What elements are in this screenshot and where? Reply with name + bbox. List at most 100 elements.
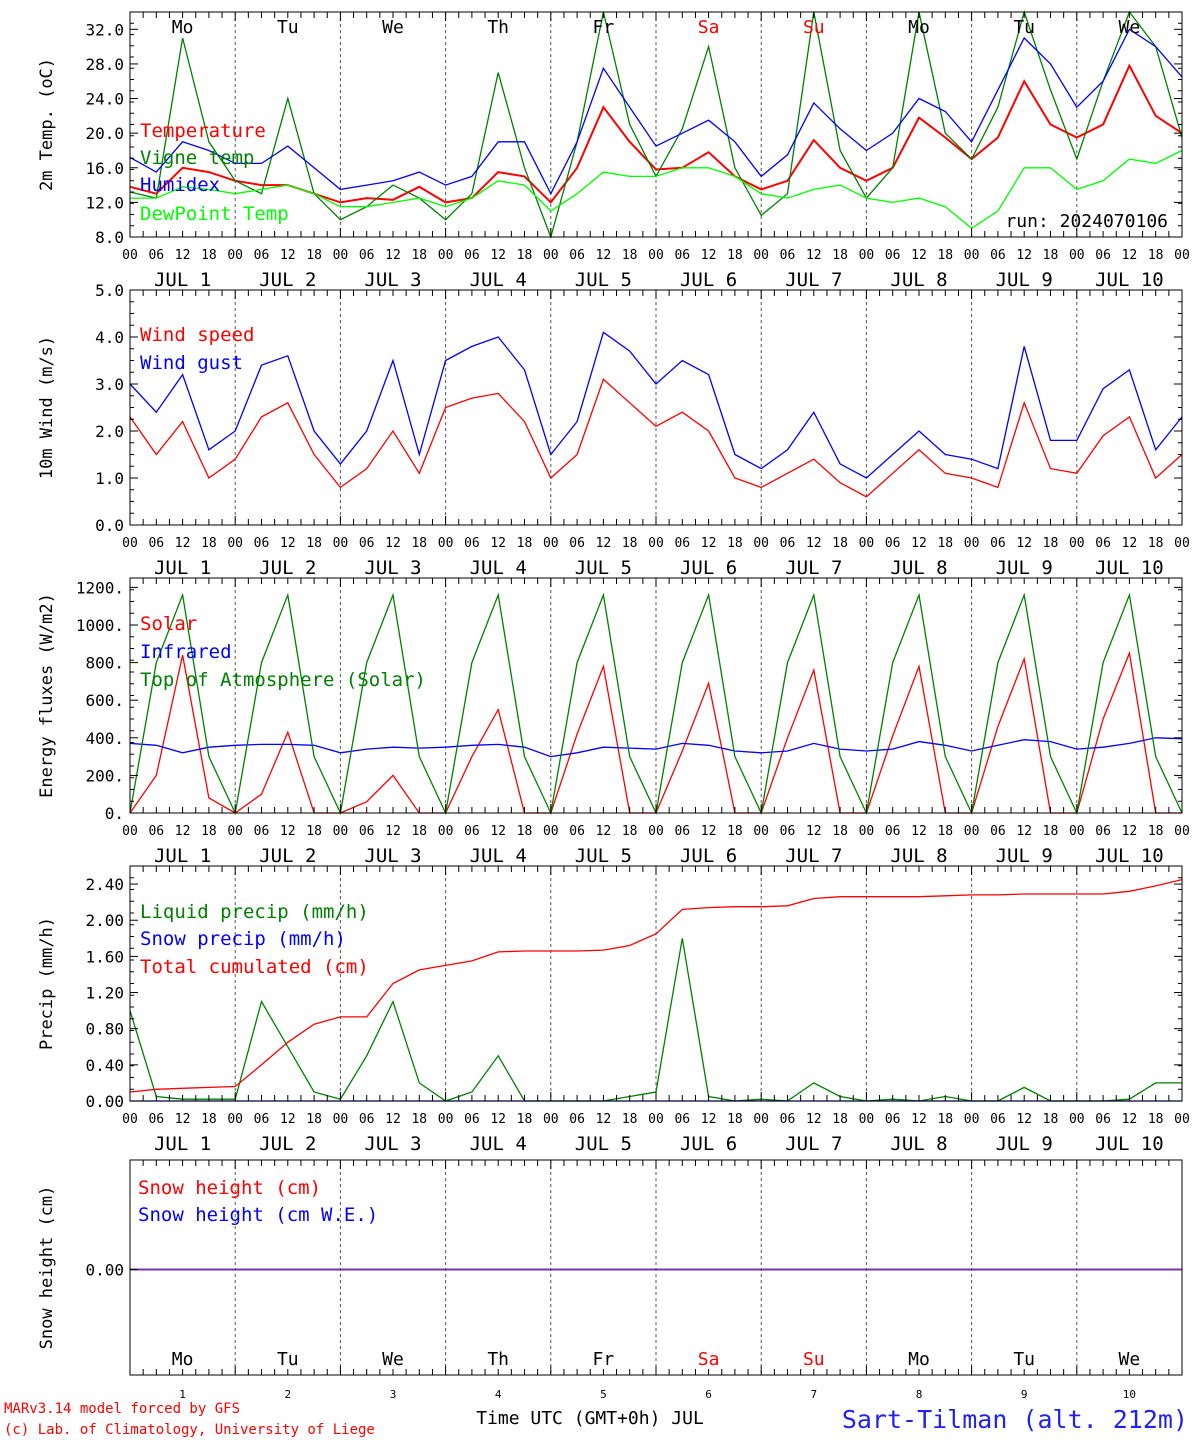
hour-tick-label: 18 [411,248,427,263]
date-label: JUL 1 [154,557,211,579]
hour-tick-label: 12 [1016,536,1032,551]
legend-entry: Snow height (cm W.E.) [138,1204,378,1226]
hour-tick-label: 12 [596,536,612,551]
hour-tick-label: 00 [333,248,349,263]
hour-tick-label: 06 [254,248,270,263]
day-number: 6 [705,1388,712,1401]
hour-tick-label: 18 [306,824,322,839]
weekday-label: Tu [1013,17,1035,38]
weekday-label: Su [803,17,825,38]
hour-tick-label: 18 [622,248,638,263]
hour-tick-label: 18 [306,1112,322,1127]
day-number: 1 [179,1388,186,1401]
hour-tick-label: 00 [543,1112,559,1127]
hour-tick-label: 06 [569,248,585,263]
day-number: 2 [284,1388,291,1401]
hour-tick-label: 06 [569,536,585,551]
date-label: JUL 10 [1095,269,1164,291]
legend-entry: Temperature [140,120,266,142]
hour-tick-label: 06 [359,1112,375,1127]
hour-tick-label: 00 [122,248,138,263]
legend-entry: DewPoint Temp [140,203,289,225]
hour-tick-label: 00 [753,248,769,263]
date-label: JUL 3 [364,845,421,867]
date-label: JUL 1 [154,845,211,867]
day-number: 5 [600,1388,607,1401]
hour-tick-label: 12 [175,536,191,551]
date-label: JUL 8 [890,269,947,291]
hour-tick-label: 00 [1069,1112,1085,1127]
legend-entry: Wind speed [140,324,254,346]
hour-tick-label: 00 [859,824,875,839]
hour-tick-label: 18 [517,1112,533,1127]
hour-tick-label: 00 [964,248,980,263]
hour-tick-label: 06 [990,248,1006,263]
hour-tick-label: 00 [753,536,769,551]
y-tick-label: 0. [105,804,124,823]
y-tick-label: 0.00 [85,1092,124,1111]
hour-tick-label: 18 [1043,248,1059,263]
hour-tick-label: 06 [885,536,901,551]
hour-tick-label: 06 [674,824,690,839]
day-number: 3 [390,1388,397,1401]
date-label: JUL 10 [1095,1133,1164,1155]
hour-tick-label: 12 [911,248,927,263]
hour-tick-label: 12 [1122,536,1138,551]
hour-tick-label: 00 [543,248,559,263]
hour-tick-label: 06 [674,536,690,551]
series-line [130,149,1183,230]
hour-tick-label: 18 [832,248,848,263]
y-tick-label: 2.40 [85,875,124,894]
date-label: JUL 1 [154,269,211,291]
hour-tick-label: 00 [753,824,769,839]
hour-tick-label: 00 [648,1112,664,1127]
hour-tick-label: 18 [937,824,953,839]
weekday-label: Fr [593,17,615,38]
hour-tick-label: 18 [727,536,743,551]
date-label: JUL 6 [680,1133,737,1155]
weekday-label: Fr [593,1349,615,1370]
legend-entry: Solar [140,613,197,635]
hour-tick-label: 00 [964,1112,980,1127]
date-label: JUL 5 [575,269,632,291]
hour-tick-label: 12 [1016,1112,1032,1127]
hour-tick-label: 06 [780,824,796,839]
date-label: JUL 6 [680,845,737,867]
date-label: JUL 4 [470,557,527,579]
hour-tick-label: 00 [227,1112,243,1127]
hour-tick-label: 06 [1095,1112,1111,1127]
hour-tick-label: 18 [411,536,427,551]
weekday-label: Sa [698,1349,720,1370]
hour-tick-label: 12 [1122,824,1138,839]
hour-tick-label: 12 [596,1112,612,1127]
day-number: 10 [1123,1388,1136,1401]
hour-tick-label: 18 [1043,1112,1059,1127]
y-tick-label: 0.40 [85,1056,124,1075]
credit-line-2: (c) Lab. of Climatology, University of L… [4,1422,375,1438]
weekday-label: Tu [1013,1349,1035,1370]
weekday-label: Su [803,1349,825,1370]
date-label: JUL 4 [470,1133,527,1155]
hour-tick-label: 18 [1148,1112,1164,1127]
hour-tick-label: 12 [175,248,191,263]
hour-tick-label: 12 [280,248,296,263]
hour-tick-label: 06 [148,824,164,839]
day-number: 8 [916,1388,923,1401]
hour-tick-label: 18 [201,1112,217,1127]
weekday-label: We [382,17,404,38]
hour-tick-label: 12 [280,1112,296,1127]
hour-tick-label: 00 [333,536,349,551]
hour-tick-label: 18 [517,248,533,263]
hour-tick-label: 06 [464,536,480,551]
hour-tick-label: 06 [885,1112,901,1127]
day-number: 9 [1021,1388,1028,1401]
series-line [129,378,1183,498]
hour-tick-label: 00 [964,824,980,839]
y-tick-label: 16.0 [85,159,124,178]
hour-tick-label: 18 [1043,536,1059,551]
hour-tick-label: 18 [727,1112,743,1127]
date-label: JUL 7 [785,845,842,867]
legend-entry: Wind gust [140,352,243,374]
series-line [129,878,1183,1093]
hour-tick-label: 06 [148,1112,164,1127]
